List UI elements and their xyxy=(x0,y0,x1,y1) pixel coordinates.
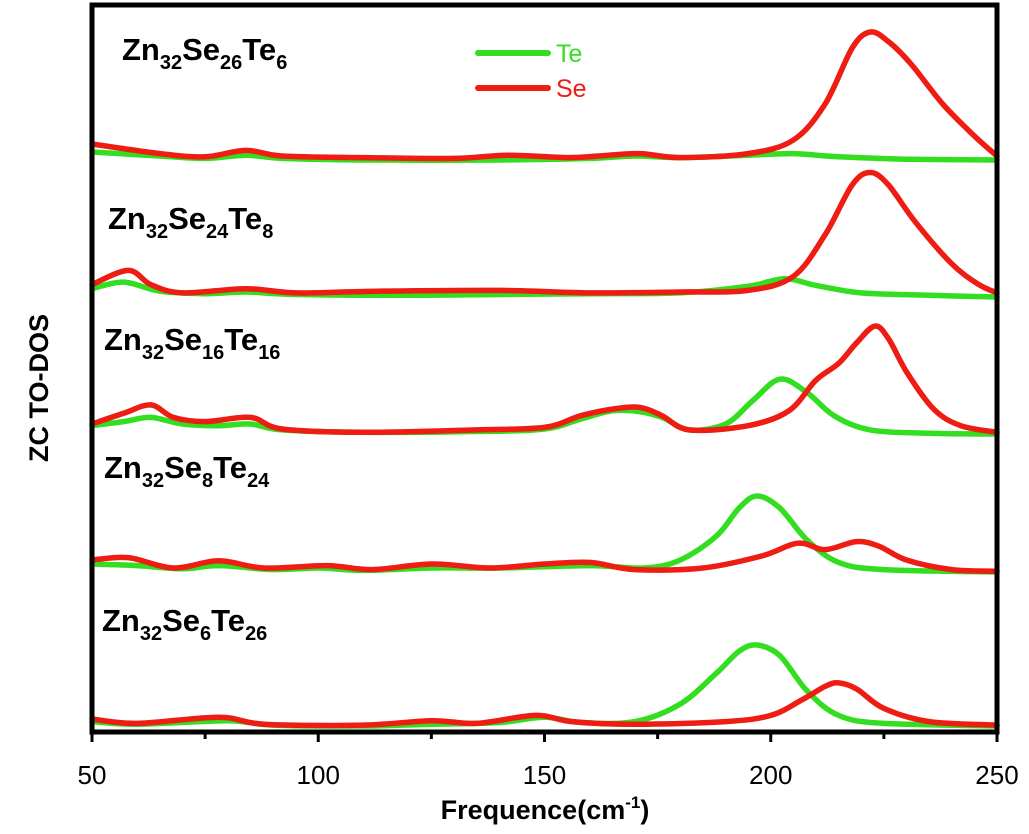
curves-layer xyxy=(89,29,1000,729)
series-se-line-panel-1 xyxy=(89,29,1000,162)
panel-label-part: 26 xyxy=(245,623,267,645)
legend-label-te: Te xyxy=(556,40,582,68)
panel-label-part: Zn xyxy=(122,32,160,67)
panel-label-part: 16 xyxy=(258,342,280,364)
panel-3 xyxy=(89,323,1000,437)
panel-labels: Zn32Se26Te6Zn32Se24Te8Zn32Se16Te16Zn32Se… xyxy=(102,32,287,645)
y-axis-label: ZC TO-DOS xyxy=(24,314,54,462)
x-tick-label: 150 xyxy=(523,760,566,790)
panel-label-part: Se xyxy=(164,450,202,485)
series-se-line-panel-5 xyxy=(89,680,1000,729)
x-axis-label-main: Frequence(cm xyxy=(441,795,626,825)
panel-label-part: 32 xyxy=(142,342,164,364)
panel-label-part: Se xyxy=(162,603,200,638)
x-axis-label: Frequence(cm-1) xyxy=(441,793,650,825)
panel-label-part: Te xyxy=(211,603,245,638)
panel-label-part: 32 xyxy=(142,470,164,492)
panel-label-5: Zn32Se6Te26 xyxy=(102,603,267,645)
panel-label-part: Zn xyxy=(102,603,140,638)
panel-label-part: 24 xyxy=(206,221,229,243)
panel-2 xyxy=(89,169,1000,300)
x-axis-label-close: ) xyxy=(640,795,649,825)
panel-label-part: 6 xyxy=(276,52,287,74)
panel-label-part: Te xyxy=(242,32,276,67)
panel-label-1: Zn32Se26Te6 xyxy=(122,32,287,74)
panel-1 xyxy=(89,29,1000,163)
x-tick-label: 50 xyxy=(78,760,107,790)
panel-label-part: Te xyxy=(213,450,247,485)
panel-label-part: 32 xyxy=(160,52,182,74)
panel-4 xyxy=(89,493,1000,575)
panel-label-part: Se xyxy=(168,201,206,236)
x-axis-label-sup: -1 xyxy=(625,793,640,812)
panel-label-2: Zn32Se24Te8 xyxy=(108,201,273,243)
x-tick-label: 100 xyxy=(297,760,340,790)
x-tick-label: 200 xyxy=(749,760,792,790)
panel-5 xyxy=(89,642,1000,729)
panel-label-part: Zn xyxy=(104,322,142,357)
panel-label-part: Se xyxy=(164,322,202,357)
panel-label-part: 24 xyxy=(247,470,270,492)
legend: Te Se xyxy=(475,40,587,103)
x-tick-label: 250 xyxy=(975,760,1018,790)
panel-label-part: Te xyxy=(228,201,262,236)
panel-label-4: Zn32Se8Te24 xyxy=(104,450,270,492)
series-se-line-panel-4 xyxy=(89,538,1000,574)
panel-label-part: Te xyxy=(224,322,258,357)
panel-label-part: Zn xyxy=(108,201,146,236)
panel-label-part: 8 xyxy=(202,470,213,492)
panel-label-part: Se xyxy=(182,32,220,67)
panel-label-part: Zn xyxy=(104,450,142,485)
x-axis-ticks: 50 100 150 200 250 xyxy=(78,732,1019,790)
panel-label-part: 6 xyxy=(200,623,211,645)
panel-label-3: Zn32Se16Te16 xyxy=(104,322,280,364)
panel-label-part: 26 xyxy=(220,52,242,74)
series-se-line-panel-3 xyxy=(89,323,1000,436)
panel-label-part: 8 xyxy=(262,221,273,243)
panel-label-part: 16 xyxy=(202,342,224,364)
panel-label-part: 32 xyxy=(140,623,162,645)
legend-label-se: Se xyxy=(556,75,587,103)
series-se-line-panel-2 xyxy=(89,169,1000,296)
panel-label-part: 32 xyxy=(146,221,168,243)
